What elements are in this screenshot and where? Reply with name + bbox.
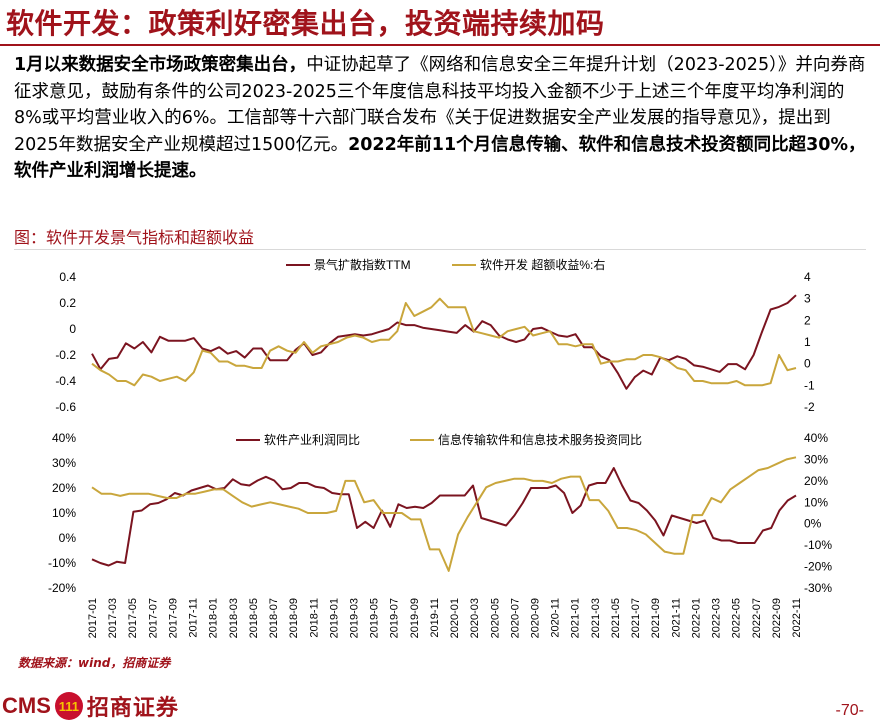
y-left-tick-label: 0: [69, 322, 76, 336]
x-tick-label: 2021-01: [570, 598, 582, 638]
x-tick-label: 2019-11: [429, 598, 441, 638]
x-tick-label: 2020-11: [550, 598, 562, 638]
y-left-tick-label: -20%: [48, 581, 76, 595]
x-tick-label: 2018-09: [288, 598, 300, 638]
y-right-tick-label: 4: [804, 270, 811, 284]
x-tick-label: 2022-09: [771, 598, 783, 638]
policy-detail: 中证协起草了《网络和信息安全三年提升计划（2023-2025）》并向券商征求意见…: [14, 55, 866, 155]
legend-label: 软件产业利润同比: [264, 433, 360, 447]
x-tick-label: 2017-05: [127, 598, 139, 638]
x-tick-label: 2021-11: [670, 598, 682, 638]
x-tick-label: 2020-01: [449, 598, 461, 638]
title-divider: [0, 44, 880, 46]
y-left-tick-label: 0.2: [59, 296, 76, 310]
y-right-tick-label: -2: [804, 400, 815, 414]
x-tick-label: 2019-01: [328, 598, 340, 638]
x-tick-label: 2020-07: [509, 598, 521, 638]
investment-highlight: 2022年前11个月信息传输、软件和信息技术投资额同比超30%，软件产业利润增长…: [14, 134, 866, 182]
slide-title: 软件开发：政策利好密集出台，投资端持续加码: [6, 7, 605, 40]
x-tick-label: 2022-03: [711, 598, 723, 638]
x-tick-label: 2020-05: [489, 598, 501, 638]
y-right-tick-label: 0: [804, 357, 811, 371]
x-tick-label: 2022-01: [690, 598, 702, 638]
y-left-tick-label: 30%: [52, 456, 76, 470]
figure-label: 图：软件开发景气指标和超额收益: [14, 228, 255, 247]
x-tick-label: 2017-09: [167, 598, 179, 638]
y-right-tick-label: 20%: [804, 474, 828, 488]
x-tick-label: 2019-07: [389, 598, 401, 638]
x-tick-label: 2019-03: [348, 598, 360, 638]
y-right-tick-label: 2: [804, 313, 811, 327]
x-tick-label: 2019-09: [409, 598, 421, 638]
x-tick-label: 2017-11: [188, 598, 200, 638]
y-right-tick-label: 40%: [804, 431, 828, 445]
x-tick-label: 2021-03: [590, 598, 602, 638]
series-line-2-1: [91, 467, 797, 567]
y-left-tick-label: 0.4: [59, 270, 76, 284]
y-right-tick-label: 3: [804, 292, 811, 306]
series-line-1-1: [91, 294, 797, 390]
y-right-tick-label: 0%: [804, 517, 822, 531]
series-line-1-2: [91, 297, 797, 387]
y-left-tick-label: 20%: [52, 481, 76, 495]
y-left-tick-label: -0.4: [55, 374, 76, 388]
chart-area: 0.4 0.2 0 -0.2 -0.4 -0.6 4 3 2 1 0 -1 -2 景气扩散指数TTM 软件开…: [14, 249, 866, 650]
x-tick-label: 2020-09: [530, 598, 542, 638]
logo-cms-text: CMS: [2, 693, 51, 718]
y-left-tick-label: -0.6: [55, 400, 76, 414]
x-tick-label: 2017-03: [107, 598, 119, 638]
x-tick-label: 2017-07: [147, 598, 159, 638]
y-left-tick-label: 10%: [52, 506, 76, 520]
legend-label: 信息传输软件和信息技术服务投资同比: [438, 432, 642, 447]
y-left-tick-label: 40%: [52, 431, 76, 445]
dual-chart-svg: 0.4 0.2 0 -0.2 -0.4 -0.6 4 3 2 1 0 -1 -2 景气扩散指数TTM 软件开…: [48, 257, 832, 638]
x-tick-label: 2020-03: [469, 598, 481, 638]
y-right-tick-label: -1: [804, 378, 815, 392]
page-number: -70-: [835, 702, 864, 719]
y-right-tick-label: 10%: [804, 495, 828, 509]
legend-label: 景气扩散指数TTM: [314, 257, 411, 272]
y-right-tick-label: 1: [804, 335, 811, 349]
x-tick-label: 2021-07: [630, 598, 642, 638]
x-tick-label: 2018-11: [308, 598, 320, 638]
summary-paragraph: 1月以来数据安全市场政策密集出台，中证协起草了《网络和信息安全三年提升计划（20…: [14, 52, 866, 185]
y-left-tick-label: -10%: [48, 556, 76, 570]
x-tick-label: 2018-07: [268, 598, 280, 638]
data-source: 数据来源：wind，招商证券: [18, 656, 171, 670]
y-right-tick-label: -10%: [804, 538, 832, 552]
y-left-tick-label: 0%: [59, 531, 77, 545]
y-right-tick-label: -30%: [804, 581, 832, 595]
logo-seal-icon: 111: [54, 692, 83, 720]
x-tick-label: 2017-01: [87, 598, 99, 638]
y-right-tick-label: -20%: [804, 560, 832, 574]
x-tick-label: 2018-01: [208, 598, 220, 638]
x-tick-label: 2022-05: [731, 598, 743, 638]
series-line-2-2: [91, 456, 797, 572]
brand-logo: CMS 111 招商证券: [2, 690, 179, 722]
x-tick-label: 2022-11: [791, 598, 803, 638]
y-left-tick-label: -0.2: [55, 348, 76, 362]
legend-label: 软件开发 超额收益%:右: [480, 257, 605, 272]
lead-sentence: 1月以来数据安全市场政策密集出台，: [14, 55, 307, 75]
x-tick-label: 2019-05: [369, 598, 381, 638]
y-right-tick-label: 30%: [804, 452, 828, 466]
x-tick-label: 2021-05: [610, 598, 622, 638]
logo-cn-text: 招商证券: [86, 695, 179, 721]
x-tick-label: 2018-05: [248, 598, 260, 638]
x-tick-label: 2021-09: [650, 598, 662, 638]
x-tick-label: 2018-03: [228, 598, 240, 638]
x-tick-label: 2022-07: [751, 598, 763, 638]
